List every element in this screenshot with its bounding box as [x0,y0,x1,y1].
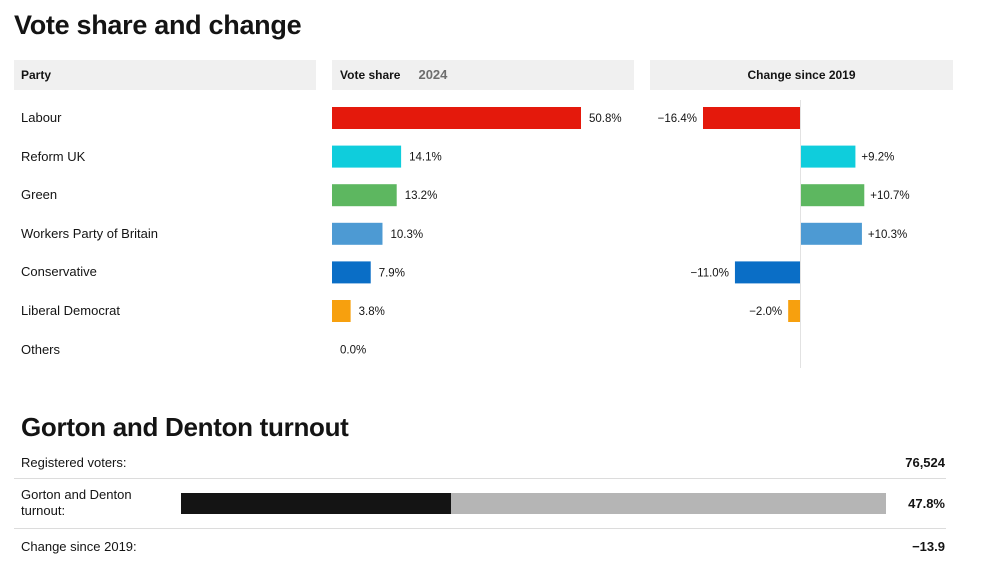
vote-share-header-label: Vote share [340,68,401,82]
change-since-2019-value: −13.9 [912,539,945,554]
vote-share-title: Vote share and change [14,10,302,40]
vote-share-bar-conservative [332,261,371,284]
vote-share-label-others: 0.0% [340,345,366,357]
vote-share-label-green: 13.2% [405,190,438,202]
turnout-title: Gorton and Denton turnout [21,412,349,442]
vote-share-label-labour: 50.8% [589,113,622,125]
change-header-label: Change since 2019 [747,68,856,82]
vote-share-bar-labour [332,107,581,129]
change-label-green: +10.7% [870,190,909,202]
change-bar-labour [703,107,800,129]
turnout-bar-track [181,493,886,514]
party-column-header: Party [14,60,316,90]
divider [14,478,946,479]
divider [14,528,946,529]
vote-share-label-reform-uk: 14.1% [409,152,442,164]
change-label-conservative: −11.0% [690,267,728,279]
party-name-reform-uk: Reform UK [21,148,86,164]
vote-share-bar-workers-party-of-britain [332,222,383,245]
vote-share-column-header: Vote share 2024 [332,60,634,90]
party-name-green: Green [21,187,58,203]
change-label-labour: −16.4% [658,113,697,125]
change-bar-conservative [734,261,800,284]
change-bar-green [801,184,865,207]
party-name-others: Others [21,341,61,357]
change-bar-liberal-democrat [788,300,800,322]
turnout-bar-fill [181,493,451,514]
vote-share-bar-liberal-democrat [332,300,351,322]
vote-share-bar-green [332,184,397,207]
change-column-header: Change since 2019 [650,60,953,90]
vote-share-chart: 50.8% −16.4% 14.1% +9.2% 13.2% +10.7% 10.3% +10… [332,100,910,368]
change-label-workers-party-of-britain: +10.3% [868,229,907,241]
year-label: 2024 [418,67,448,82]
registered-voters-value: 76,524 [905,455,945,470]
vote-share-bar-reform-uk [332,145,402,168]
vote-share-label-conservative: 7.9% [379,267,405,279]
turnout-value: 47.8% [908,496,945,511]
party-name-conservative: Conservative [21,264,97,280]
change-since-2019-label: Change since 2019: [21,539,137,554]
vote-share-label-liberal-democrat: 3.8% [359,306,385,318]
registered-voters-label: Registered voters: [21,455,127,470]
change-label-liberal-democrat: −2.0% [749,306,782,318]
party-name-liberal-democrat: Liberal Democrat [21,303,120,318]
turnout-label-line2: turnout: [21,503,66,518]
turnout-label-line1: Gorton and Denton [21,487,132,502]
party-name-workers-party-of-britain: Workers Party of Britain [21,225,159,241]
party-header-label: Party [21,68,52,82]
party-name-labour: Labour [21,110,62,125]
vote-share-label-workers-party-of-britain: 10.3% [390,229,423,241]
change-bar-workers-party-of-britain [801,222,862,245]
change-bar-reform-uk [801,145,856,168]
change-label-reform-uk: +9.2% [861,152,894,164]
turnout-label: Gorton and Denton turnout: [21,487,132,519]
